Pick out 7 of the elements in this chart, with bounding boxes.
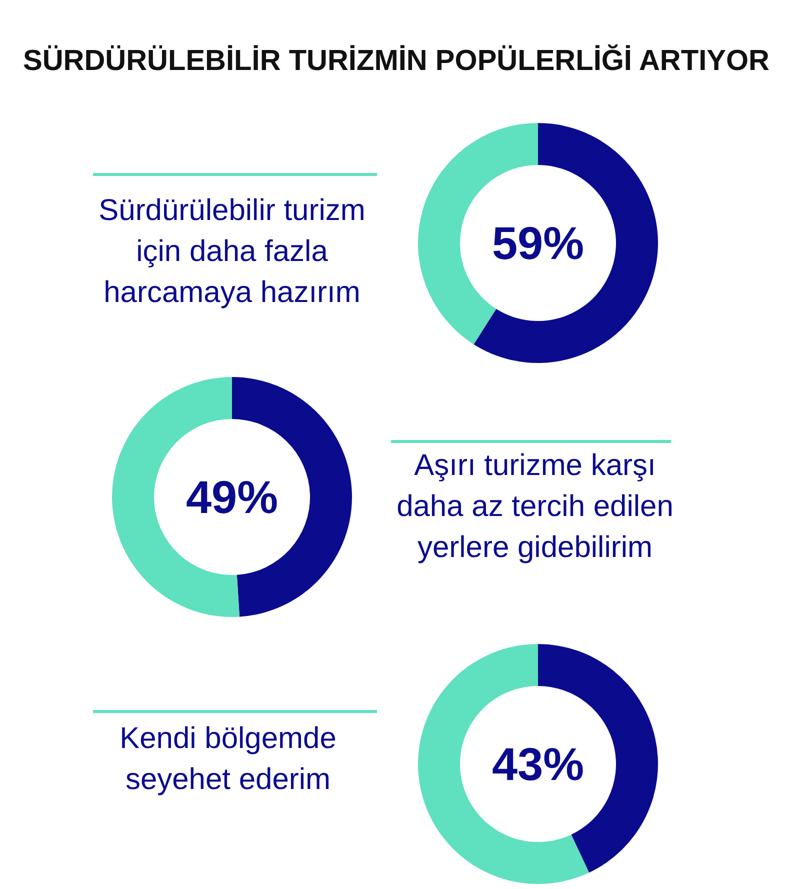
text: 43% xyxy=(492,738,584,790)
text: Kendi bölgemde seyehet ederim xyxy=(118,721,338,798)
text: 59% xyxy=(492,217,584,269)
chart-title: SÜRDÜRÜLEBİLİR TURİZMİN POPÜLERLİĞİ ARTIYOR xyxy=(23,44,770,77)
text: Sürdürülebilir turizm için daha fazla harcamaya hazırım xyxy=(98,192,366,310)
text: 49% xyxy=(186,471,278,523)
text: Aşırı turizme karşı daha az tercih edilen yerlere gidebilirim xyxy=(396,448,674,566)
